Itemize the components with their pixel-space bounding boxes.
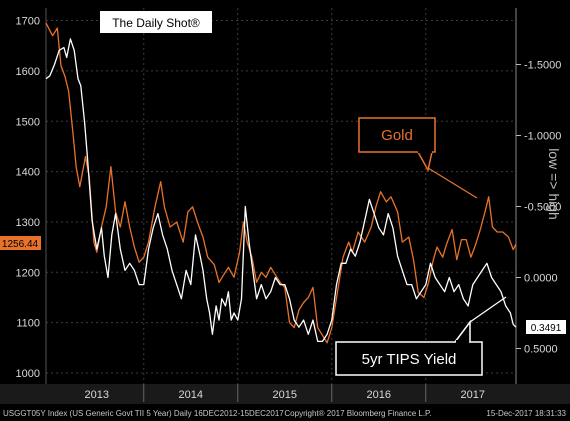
- right-axis-label: low => high: [546, 148, 562, 220]
- footer-right: 15-Dec-2017 18:31:33: [486, 409, 566, 418]
- x-year-label: 2014: [179, 389, 203, 401]
- tips-annotation-label: 5yr TIPS Yield: [362, 351, 457, 368]
- tips-last-value: 0.3491: [531, 323, 562, 334]
- gold-pointer-mask: [418, 150, 432, 153]
- watermark-box: [100, 11, 212, 33]
- x-year-label: 2016: [367, 389, 391, 401]
- left-tick-label: 1000: [16, 368, 40, 380]
- footer-center: Copyright® 2017 Bloomberg Finance L.P.: [284, 409, 431, 418]
- right-axis: -1.5000 -1.0000 -0.5000 0.0000 0.5000: [515, 8, 561, 384]
- tips-yield-series-line: [45, 38, 517, 343]
- gold-annotation-box: [358, 117, 436, 153]
- left-axis: 1000 1100 1200 1300 1400 1500 1600 1700: [16, 8, 47, 384]
- left-tick-label: 1600: [16, 66, 40, 78]
- watermark-text: The Daily Shot®: [112, 16, 200, 30]
- left-tick-label: 1200: [16, 267, 40, 279]
- gold-series-line: [45, 22, 517, 344]
- x-year-label: 2015: [273, 389, 297, 401]
- gold-annotation-pointer: [417, 151, 433, 173]
- x-axis: 2013 2014 2015 2016 2017: [0, 384, 570, 404]
- right-tick-label: -0.5000: [524, 202, 561, 214]
- tips-annotation-box: [335, 341, 483, 376]
- footer-left: USGGT05Y Index (US Generic Govt TII 5 Ye…: [3, 409, 284, 418]
- right-tick-label: 0.5000: [524, 344, 558, 356]
- left-tick-label: 1100: [16, 318, 40, 330]
- left-tick-label: 1300: [16, 217, 40, 229]
- tips-pointer-mask: [456, 340, 469, 343]
- gold-last-value: 1256.44: [2, 239, 39, 250]
- series-layer: [45, 22, 517, 344]
- gold-annotation-leader: [427, 167, 478, 199]
- gold-annotation-label: Gold: [381, 127, 413, 144]
- right-tick-label: -1.0000: [524, 131, 561, 143]
- x-axis-band: [0, 384, 570, 404]
- right-tick-label: -1.5000: [524, 60, 561, 72]
- tips-last-value-box: [526, 320, 566, 334]
- left-tick-label: 1700: [16, 16, 40, 28]
- right-tick-label: 0.0000: [524, 273, 558, 285]
- tips-annotation-leader: [469, 296, 507, 323]
- left-tick-label: 1500: [16, 116, 40, 128]
- x-year-label: 2017: [461, 389, 485, 401]
- left-tick-label: 1400: [16, 167, 40, 179]
- gold-last-value-box: [0, 236, 41, 250]
- x-year-label: 2013: [85, 389, 109, 401]
- gridlines: [46, 8, 516, 384]
